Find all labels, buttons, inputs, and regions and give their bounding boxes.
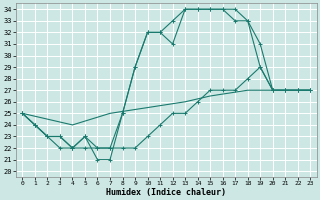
X-axis label: Humidex (Indice chaleur): Humidex (Indice chaleur) xyxy=(106,188,226,197)
